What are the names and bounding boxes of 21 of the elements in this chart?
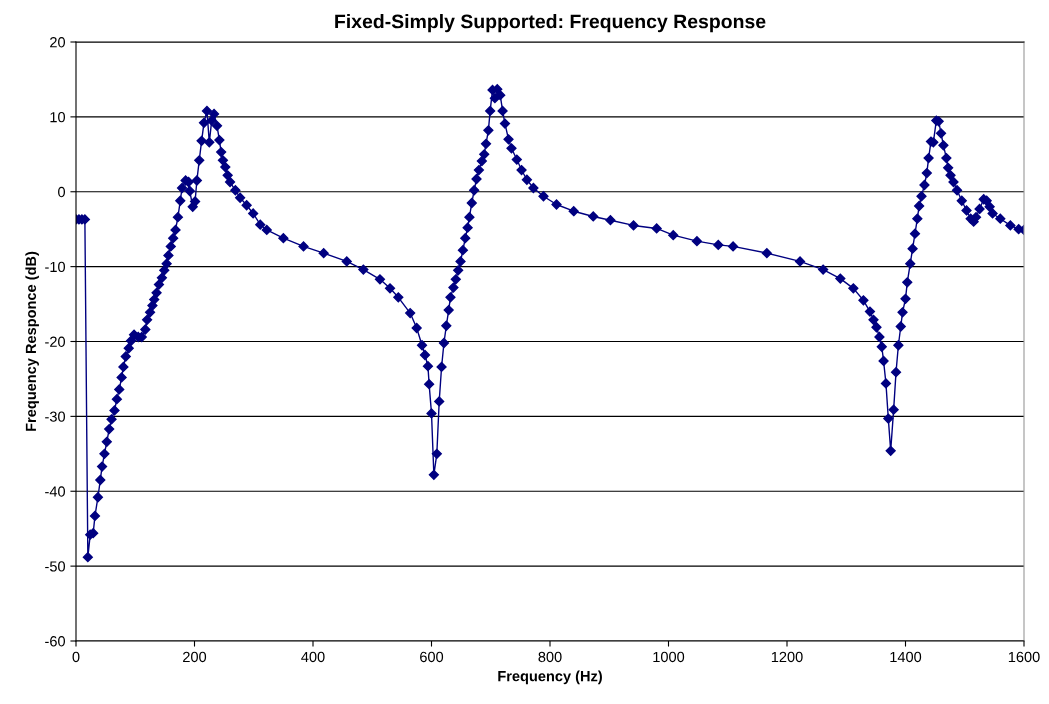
x-tick-label: 200 xyxy=(183,651,207,663)
x-tick-label: 0 xyxy=(72,651,80,663)
y-axis-title: Frequency Responce (dB) xyxy=(25,251,39,431)
x-tick-label: 600 xyxy=(420,651,444,663)
x-tick-label: 1200 xyxy=(771,651,803,663)
y-tick-label: -20 xyxy=(45,336,66,347)
y-tick-label: -60 xyxy=(45,636,66,647)
y-tick-label: 0 xyxy=(58,186,66,198)
x-tick-label: 800 xyxy=(538,651,562,663)
y-tick-label: 20 xyxy=(50,37,66,48)
x-tick-label: 1400 xyxy=(890,651,922,663)
x-tick-label: 400 xyxy=(301,651,325,663)
y-tick-label: -10 xyxy=(45,261,66,273)
x-tick-label: 1600 xyxy=(1008,651,1040,663)
y-tick-label: -50 xyxy=(45,561,66,572)
y-tick-label: 10 xyxy=(50,111,66,123)
x-axis-title: Frequency (Hz) xyxy=(498,670,602,685)
y-tick-label: -30 xyxy=(45,411,66,422)
chart-title: Fixed-Simply Supported: Frequency Response xyxy=(335,14,766,33)
y-tick-label: -40 xyxy=(45,486,66,497)
x-tick-label: 1000 xyxy=(653,651,685,663)
